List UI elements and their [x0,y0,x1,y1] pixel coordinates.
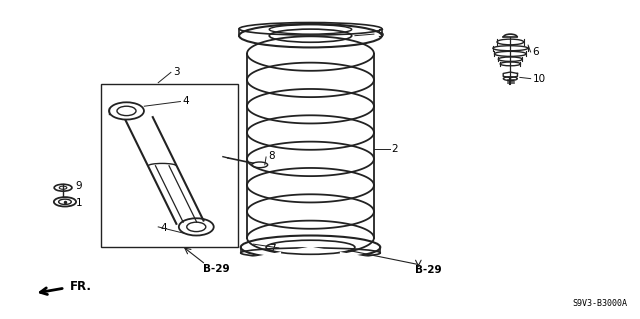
Text: FR.: FR. [70,280,92,293]
Text: 4: 4 [160,223,167,233]
Text: B-29: B-29 [203,263,229,274]
Text: 1: 1 [76,198,83,208]
Text: 4: 4 [182,96,189,106]
Text: 2: 2 [392,144,398,153]
Text: 10: 10 [532,74,546,84]
Text: S9V3-B3000A: S9V3-B3000A [573,299,628,308]
Text: 6: 6 [532,47,539,57]
Text: 5: 5 [377,29,384,39]
Text: B-29: B-29 [415,265,442,275]
Text: 7: 7 [269,244,276,254]
Text: 8: 8 [268,152,275,161]
Text: 9: 9 [76,181,83,191]
Wedge shape [245,247,376,282]
Text: 3: 3 [173,67,179,78]
Bar [101,84,237,247]
